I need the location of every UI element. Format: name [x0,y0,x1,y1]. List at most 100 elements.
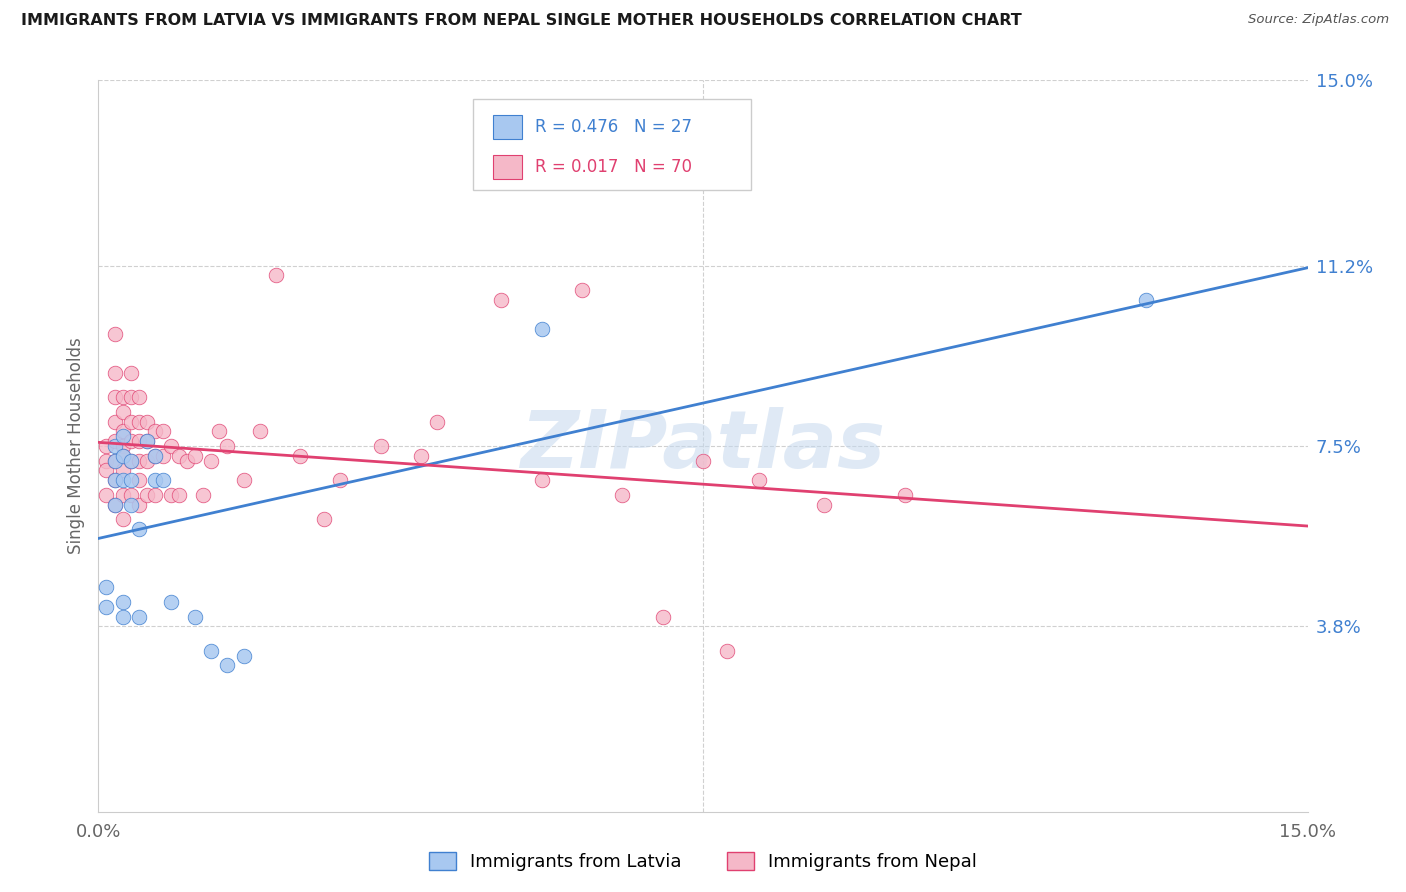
Point [120,390,142,404]
Point [111,390,134,404]
Point [288,449,311,463]
Point [184,449,207,463]
Point [135,488,157,502]
Point [152,449,174,463]
Point [571,283,593,297]
Point [111,473,134,487]
Point [96,439,118,453]
Point [314,512,336,526]
Point [128,415,150,429]
Point [103,498,125,512]
Point [160,595,183,609]
Point [128,434,150,449]
Text: IMMIGRANTS FROM LATVIA VS IMMIGRANTS FROM NEPAL SINGLE MOTHER HOUSEHOLDS CORRELA: IMMIGRANTS FROM LATVIA VS IMMIGRANTS FRO… [21,13,1022,29]
Point [217,439,239,453]
Point [143,449,166,463]
Point [103,473,125,487]
Point [716,644,738,658]
Point [128,453,150,467]
Point [135,434,157,449]
Point [232,648,254,663]
Point [143,449,166,463]
Point [103,434,125,449]
Point [160,439,183,453]
Point [530,473,553,487]
Point [111,488,134,502]
Point [167,449,190,463]
Point [111,595,134,609]
Y-axis label: Single Mother Households: Single Mother Households [66,338,84,554]
Point [111,439,134,453]
Point [813,498,835,512]
Text: ZIPatlas: ZIPatlas [520,407,886,485]
Point [103,439,125,453]
Point [103,326,125,341]
Point [167,488,190,502]
Point [111,449,134,463]
Point [120,453,142,467]
Point [176,453,198,467]
Point [111,512,134,526]
Point [143,488,166,502]
Point [426,415,449,429]
Point [200,644,222,658]
FancyBboxPatch shape [474,99,751,190]
Point [143,473,166,487]
Point [103,453,125,467]
Point [135,415,157,429]
Point [530,322,553,336]
Point [370,439,392,453]
Point [128,522,150,536]
Point [103,453,125,467]
FancyBboxPatch shape [492,154,522,178]
Point [200,453,222,467]
Point [111,609,134,624]
Point [491,293,513,307]
Point [135,453,157,467]
Point [120,498,142,512]
Point [249,425,271,439]
Point [103,498,125,512]
Point [152,425,174,439]
Point [128,473,150,487]
Point [217,658,239,673]
Text: R = 0.017   N = 70: R = 0.017 N = 70 [534,158,692,176]
Point [96,599,118,614]
Point [111,425,134,439]
Point [160,488,183,502]
Point [612,488,634,502]
Legend: Immigrants from Latvia, Immigrants from Nepal: Immigrants from Latvia, Immigrants from … [422,846,984,879]
Point [96,453,118,467]
Text: R = 0.476   N = 27: R = 0.476 N = 27 [534,118,692,136]
Point [120,366,142,380]
Point [651,609,673,624]
Point [96,488,118,502]
Point [184,609,207,624]
Point [208,425,231,439]
Point [111,463,134,477]
Point [120,488,142,502]
Point [135,434,157,449]
Point [103,473,125,487]
Point [120,473,142,487]
Point [748,473,770,487]
Point [103,415,125,429]
Point [111,429,134,443]
Point [143,425,166,439]
Text: Source: ZipAtlas.com: Source: ZipAtlas.com [1249,13,1389,27]
Point [232,473,254,487]
Point [1135,293,1157,307]
Point [96,463,118,477]
Point [111,449,134,463]
Point [103,390,125,404]
Point [692,453,714,467]
Point [120,434,142,449]
Point [152,473,174,487]
Point [893,488,915,502]
Point [193,488,215,502]
FancyBboxPatch shape [492,115,522,139]
Point [128,609,150,624]
Point [409,449,432,463]
Point [120,415,142,429]
Point [329,473,352,487]
